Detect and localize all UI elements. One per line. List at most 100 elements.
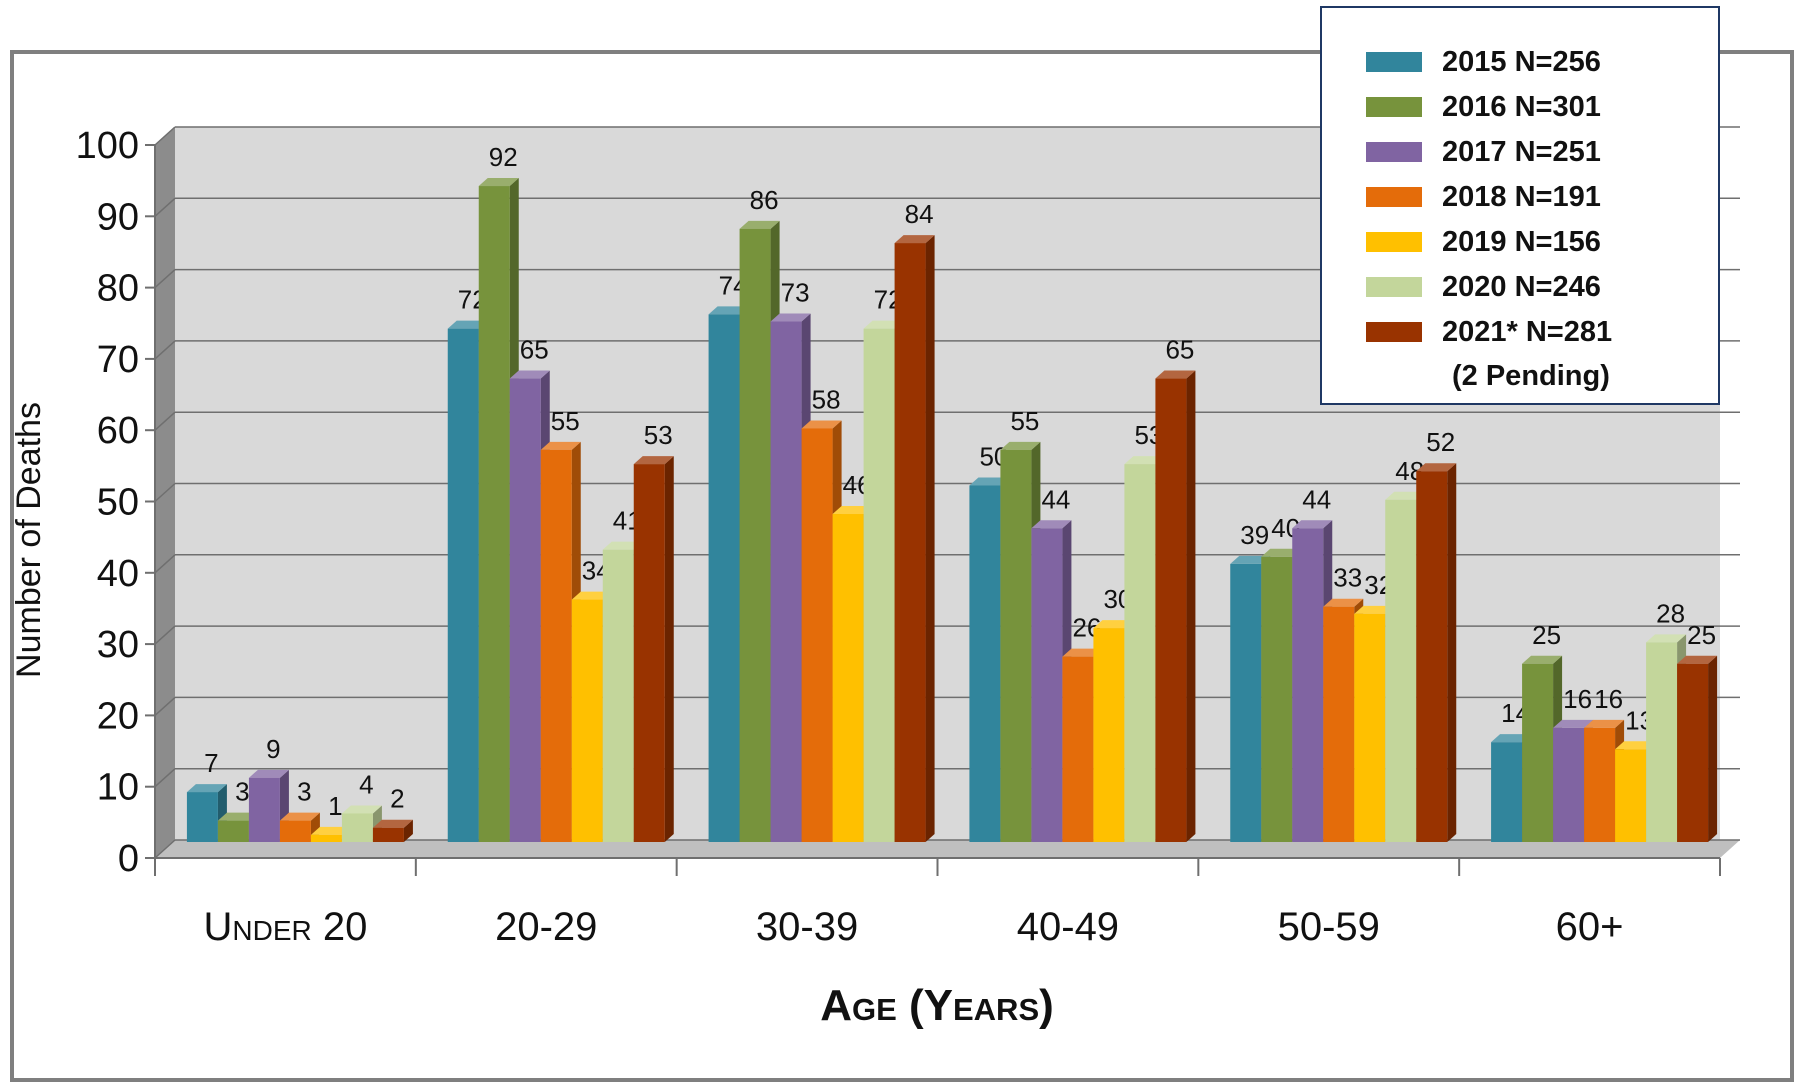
bar <box>1584 727 1616 842</box>
y-tick-label: 10 <box>97 767 139 809</box>
bar-top <box>739 220 780 229</box>
data-label: 53 <box>644 420 673 450</box>
gridline-side <box>154 197 176 217</box>
y-tick-label: 60 <box>97 410 139 452</box>
bar-top <box>1062 648 1103 657</box>
bar <box>571 599 603 842</box>
data-label: 28 <box>1656 598 1685 628</box>
bar-side <box>403 819 413 842</box>
plot-floor <box>155 840 1740 858</box>
x-tick-label: Under 20 <box>203 905 367 949</box>
bar <box>739 228 771 842</box>
bar-top <box>540 441 581 450</box>
bar <box>1385 499 1417 842</box>
legend-swatch <box>1366 322 1422 342</box>
y-tick-label: 50 <box>97 482 139 524</box>
legend-label: 2018 N=191 <box>1442 181 1601 213</box>
bar-top <box>1230 555 1271 564</box>
bar-top <box>770 313 811 322</box>
y-tick-label: 30 <box>97 624 139 666</box>
y-tick-label: 0 <box>118 838 139 880</box>
data-label: 25 <box>1532 620 1561 650</box>
bar-top <box>217 812 258 821</box>
legend-label: 2021* N=281 <box>1442 316 1613 348</box>
bar-side <box>664 456 674 842</box>
bar <box>1093 628 1125 842</box>
data-label: 52 <box>1426 427 1455 457</box>
data-label: 16 <box>1594 684 1623 714</box>
data-label: 1 <box>328 791 342 821</box>
data-label: 65 <box>1165 335 1194 365</box>
legend-label: 2019 N=156 <box>1442 226 1601 258</box>
data-label: 25 <box>1687 620 1716 650</box>
bar-top <box>1000 441 1041 450</box>
bar <box>447 328 479 842</box>
bar <box>478 186 510 843</box>
bar-side <box>1186 370 1196 842</box>
data-label: 58 <box>812 384 841 414</box>
bar-side <box>925 235 935 842</box>
y-tick-label: 90 <box>97 196 139 238</box>
data-label: 39 <box>1240 520 1269 550</box>
bar-top <box>1155 370 1196 379</box>
gridline-side <box>154 340 176 360</box>
bar <box>708 314 740 842</box>
legend-note: (2 Pending) <box>1452 360 1610 392</box>
y-tick-label: 100 <box>76 125 139 167</box>
legend-swatch <box>1366 277 1422 297</box>
bar-top <box>478 178 519 187</box>
x-tick-label: 60+ <box>1556 905 1624 949</box>
bar <box>633 464 665 842</box>
bar-top <box>1292 520 1333 529</box>
gridline-side <box>154 269 176 289</box>
y-tick-label: 70 <box>97 339 139 381</box>
data-label: 65 <box>520 335 549 365</box>
data-label: 55 <box>551 406 580 436</box>
bar-top <box>633 456 674 465</box>
bar <box>832 514 864 842</box>
bar <box>1522 663 1554 842</box>
bar <box>1155 378 1187 842</box>
bar <box>1646 642 1678 842</box>
legend-label: 2017 N=251 <box>1442 136 1601 168</box>
bar-top <box>863 320 904 329</box>
bar <box>801 428 833 842</box>
bar-top <box>509 370 550 379</box>
data-label: 16 <box>1563 684 1592 714</box>
bar-top <box>1093 620 1134 629</box>
bar-top <box>571 591 612 600</box>
legend-swatch <box>1366 142 1422 162</box>
gridline-side <box>154 411 176 431</box>
data-label: 44 <box>1302 484 1331 514</box>
x-tick-label: 20-29 <box>495 905 597 949</box>
bar-top <box>1677 655 1718 664</box>
bar <box>1062 656 1094 842</box>
bar-top <box>1646 634 1687 643</box>
y-tick-label: 80 <box>97 268 139 310</box>
data-label: 73 <box>781 278 810 308</box>
bar-top <box>447 320 488 329</box>
bar <box>279 820 311 842</box>
legend: 2015 N=256 2016 N=301 2017 N=251 2018 N=191… <box>1320 6 1720 405</box>
gridline-side <box>154 625 176 645</box>
y-axis-title: Number of Deaths <box>10 402 48 678</box>
bar <box>1031 528 1063 842</box>
data-label: 3 <box>235 777 249 807</box>
x-tick-label: 40-49 <box>1017 905 1119 949</box>
bar <box>1292 528 1324 842</box>
bar <box>602 549 634 842</box>
bar-top <box>1354 605 1395 614</box>
gridline-side <box>154 126 176 146</box>
y-tick-label: 20 <box>97 695 139 737</box>
bar-top <box>279 812 320 821</box>
data-label: 44 <box>1041 484 1070 514</box>
bar-top <box>1491 734 1532 743</box>
x-tick-label: 30-39 <box>756 905 858 949</box>
bar-top <box>248 769 289 778</box>
bar-top <box>1323 598 1364 607</box>
bar <box>1323 606 1355 842</box>
bar-top <box>832 506 873 515</box>
gridline-side <box>154 768 176 788</box>
bar-top <box>969 477 1010 486</box>
bar-top <box>186 784 227 793</box>
